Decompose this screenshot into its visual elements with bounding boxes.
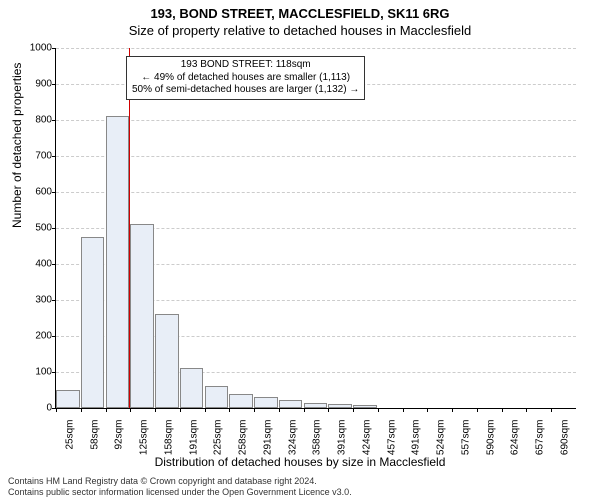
xtick-label: 557sqm	[460, 420, 471, 460]
xtick-label: 92sqm	[114, 420, 125, 460]
xtick-label: 457sqm	[386, 420, 397, 460]
ytick-label: 0	[12, 403, 52, 414]
xtick-mark	[427, 408, 428, 412]
xtick-mark	[452, 408, 453, 412]
gridline	[56, 192, 576, 193]
histogram-bar	[229, 394, 253, 408]
ytick-label: 200	[12, 331, 52, 342]
histogram-bar	[180, 368, 204, 408]
histogram-chart: 0100200300400500600700800900100025sqm58s…	[55, 48, 575, 408]
xtick-mark	[155, 408, 156, 412]
property-marker-line	[129, 48, 130, 408]
histogram-bar	[328, 404, 352, 408]
xtick-label: 58sqm	[89, 420, 100, 460]
gridline	[56, 120, 576, 121]
xtick-mark	[254, 408, 255, 412]
xtick-mark	[229, 408, 230, 412]
annotation-line: 50% of semi-detached houses are larger (…	[132, 84, 359, 97]
ytick-label: 900	[12, 79, 52, 90]
xtick-label: 590sqm	[485, 420, 496, 460]
ytick-mark	[52, 192, 56, 193]
xtick-mark	[130, 408, 131, 412]
xtick-mark	[56, 408, 57, 412]
xtick-label: 158sqm	[163, 420, 174, 460]
xtick-label: 491sqm	[411, 420, 422, 460]
annotation-box: 193 BOND STREET: 118sqm← 49% of detached…	[126, 56, 365, 100]
ytick-label: 100	[12, 367, 52, 378]
xtick-label: 624sqm	[510, 420, 521, 460]
xtick-mark	[81, 408, 82, 412]
gridline	[56, 48, 576, 49]
xtick-mark	[378, 408, 379, 412]
ytick-label: 400	[12, 259, 52, 270]
page-subtitle: Size of property relative to detached ho…	[0, 21, 600, 38]
xtick-mark	[328, 408, 329, 412]
xtick-label: 657sqm	[535, 420, 546, 460]
gridline	[56, 156, 576, 157]
histogram-bar	[353, 405, 377, 408]
ytick-label: 600	[12, 187, 52, 198]
xtick-label: 324sqm	[287, 420, 298, 460]
xtick-label: 424sqm	[361, 420, 372, 460]
histogram-bar	[304, 403, 328, 408]
histogram-bar	[205, 386, 229, 408]
ytick-mark	[52, 336, 56, 337]
xtick-label: 258sqm	[238, 420, 249, 460]
xtick-mark	[180, 408, 181, 412]
ytick-label: 700	[12, 151, 52, 162]
annotation-line: 193 BOND STREET: 118sqm	[132, 59, 359, 72]
x-axis-label: Distribution of detached houses by size …	[0, 455, 600, 469]
xtick-mark	[551, 408, 552, 412]
ytick-mark	[52, 48, 56, 49]
xtick-label: 391sqm	[337, 420, 348, 460]
xtick-label: 125sqm	[139, 420, 150, 460]
xtick-label: 524sqm	[436, 420, 447, 460]
page-title: 193, BOND STREET, MACCLESFIELD, SK11 6RG	[0, 0, 600, 21]
ytick-mark	[52, 84, 56, 85]
ytick-mark	[52, 156, 56, 157]
annotation-line: ← 49% of detached houses are smaller (1,…	[132, 72, 359, 85]
plot-area: 0100200300400500600700800900100025sqm58s…	[55, 48, 576, 409]
xtick-label: 225sqm	[213, 420, 224, 460]
xtick-label: 358sqm	[312, 420, 323, 460]
ytick-mark	[52, 264, 56, 265]
histogram-bar	[155, 314, 179, 408]
ytick-label: 800	[12, 115, 52, 126]
xtick-mark	[304, 408, 305, 412]
ytick-mark	[52, 372, 56, 373]
histogram-bar	[130, 224, 154, 408]
xtick-label: 25sqm	[64, 420, 75, 460]
xtick-mark	[502, 408, 503, 412]
footer-attribution: Contains HM Land Registry data © Crown c…	[8, 476, 352, 498]
ytick-mark	[52, 120, 56, 121]
xtick-mark	[353, 408, 354, 412]
xtick-mark	[526, 408, 527, 412]
footer-line-1: Contains HM Land Registry data © Crown c…	[8, 476, 352, 487]
histogram-bar	[56, 390, 80, 408]
xtick-mark	[205, 408, 206, 412]
histogram-bar	[254, 397, 278, 408]
histogram-bar	[279, 400, 303, 408]
histogram-bar	[106, 116, 130, 408]
xtick-label: 690sqm	[560, 420, 571, 460]
xtick-mark	[403, 408, 404, 412]
xtick-label: 291sqm	[262, 420, 273, 460]
ytick-label: 300	[12, 295, 52, 306]
xtick-mark	[106, 408, 107, 412]
xtick-mark	[279, 408, 280, 412]
ytick-mark	[52, 300, 56, 301]
footer-line-2: Contains public sector information licen…	[8, 487, 352, 498]
ytick-label: 500	[12, 223, 52, 234]
xtick-mark	[477, 408, 478, 412]
histogram-bar	[81, 237, 105, 408]
xtick-label: 191sqm	[188, 420, 199, 460]
ytick-label: 1000	[12, 43, 52, 54]
ytick-mark	[52, 228, 56, 229]
